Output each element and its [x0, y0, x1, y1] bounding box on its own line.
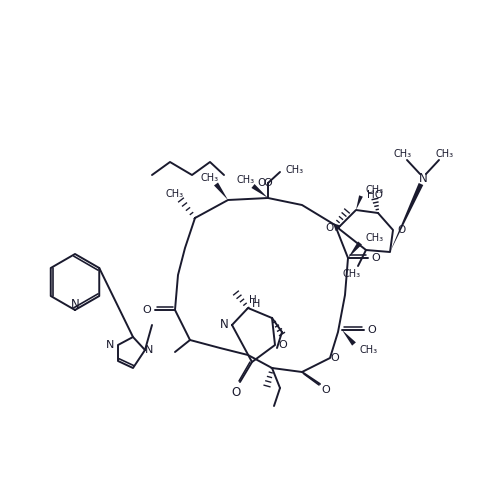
Text: CH₃: CH₃	[343, 269, 361, 279]
Text: HO: HO	[367, 190, 383, 200]
Text: O: O	[264, 178, 272, 188]
Polygon shape	[348, 242, 362, 258]
Text: O: O	[368, 325, 376, 335]
Text: O: O	[142, 305, 152, 315]
Text: O: O	[330, 353, 340, 363]
Text: N: N	[418, 172, 428, 184]
Text: CH₃: CH₃	[360, 345, 378, 355]
Text: O: O	[322, 385, 330, 395]
Text: N: N	[106, 340, 114, 350]
Text: CH₃: CH₃	[436, 149, 454, 159]
Text: N: N	[145, 345, 153, 355]
Text: CH₃: CH₃	[201, 173, 219, 183]
Text: CH₃: CH₃	[237, 175, 255, 185]
Text: CH₃: CH₃	[394, 149, 412, 159]
Text: H: H	[252, 299, 260, 309]
Text: N: N	[220, 318, 228, 332]
Text: CH₃: CH₃	[366, 185, 384, 195]
Text: CH₃: CH₃	[285, 165, 303, 175]
Text: N: N	[70, 298, 80, 310]
Text: O: O	[326, 223, 334, 233]
Polygon shape	[390, 183, 424, 252]
Text: CH₃: CH₃	[366, 233, 384, 243]
Text: O: O	[258, 178, 266, 188]
Text: O: O	[397, 225, 405, 235]
Polygon shape	[252, 184, 268, 198]
Text: O: O	[232, 386, 240, 398]
Text: H: H	[249, 295, 257, 305]
Text: O: O	[372, 253, 380, 263]
Polygon shape	[342, 330, 356, 345]
Polygon shape	[214, 182, 228, 200]
Text: CH₃: CH₃	[166, 189, 184, 199]
Text: O: O	[278, 340, 287, 350]
Polygon shape	[356, 196, 363, 210]
